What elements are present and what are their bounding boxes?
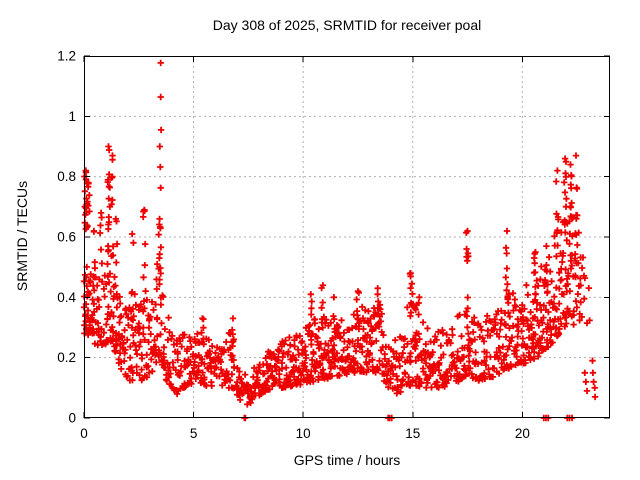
- x-tick-label: 5: [190, 426, 198, 441]
- y-tick-label: 0.6: [57, 230, 76, 245]
- y-tick-label: 1.2: [57, 49, 76, 64]
- y-tick-label: 0.2: [57, 350, 76, 365]
- x-tick-label: 0: [80, 426, 88, 441]
- y-tick-label: 0: [68, 411, 76, 426]
- y-tick-label: 0.4: [57, 290, 76, 305]
- scatter-points: [80, 59, 599, 422]
- y-tick-label: 0.8: [57, 169, 76, 184]
- y-tick-label: 1: [68, 109, 76, 124]
- x-tick-label: 15: [405, 426, 420, 441]
- x-axis-label: GPS time / hours: [293, 452, 401, 468]
- chart-title: Day 308 of 2025, SRMTID for receiver poa…: [212, 17, 482, 33]
- x-tick-label: 20: [515, 426, 530, 441]
- grid-lines: [84, 56, 610, 418]
- x-tick-label: 10: [296, 426, 311, 441]
- axis-ticks: [83, 55, 610, 419]
